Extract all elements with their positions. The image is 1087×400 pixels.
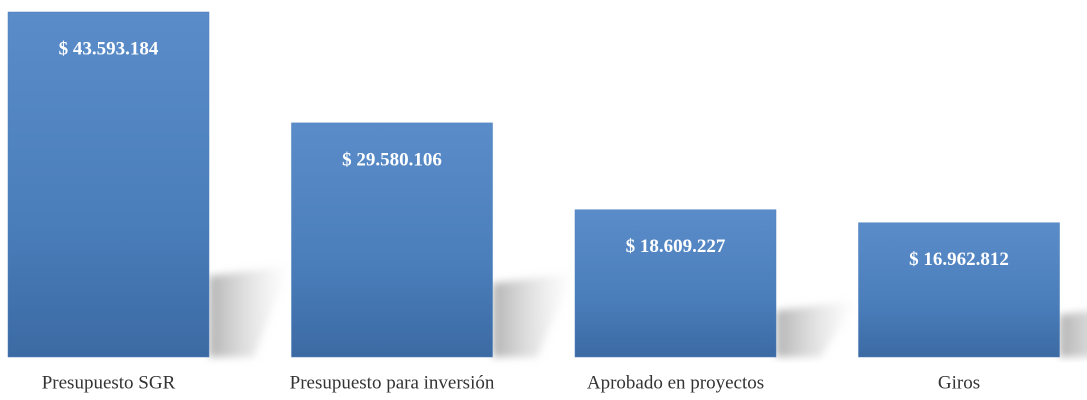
bar [7, 11, 210, 358]
value-label: $ 16.962.812 [909, 249, 1009, 270]
category-label: Giros [938, 372, 980, 393]
category-label: Presupuesto para inversión [290, 372, 495, 393]
value-label: $ 18.609.227 [626, 236, 726, 257]
bar-shadow [776, 300, 856, 357]
value-label: $ 43.593.184 [59, 38, 159, 59]
bar-shadow [492, 273, 573, 357]
value-label: $ 29.580.106 [342, 149, 442, 170]
bar [291, 122, 493, 358]
category-label: Aprobado en proyectos [587, 372, 764, 393]
bar-shadow [1059, 311, 1087, 357]
bar [858, 222, 1060, 358]
category-label: Presupuesto SGR [42, 372, 176, 393]
bar-shadow [209, 266, 289, 357]
bar [574, 209, 777, 358]
